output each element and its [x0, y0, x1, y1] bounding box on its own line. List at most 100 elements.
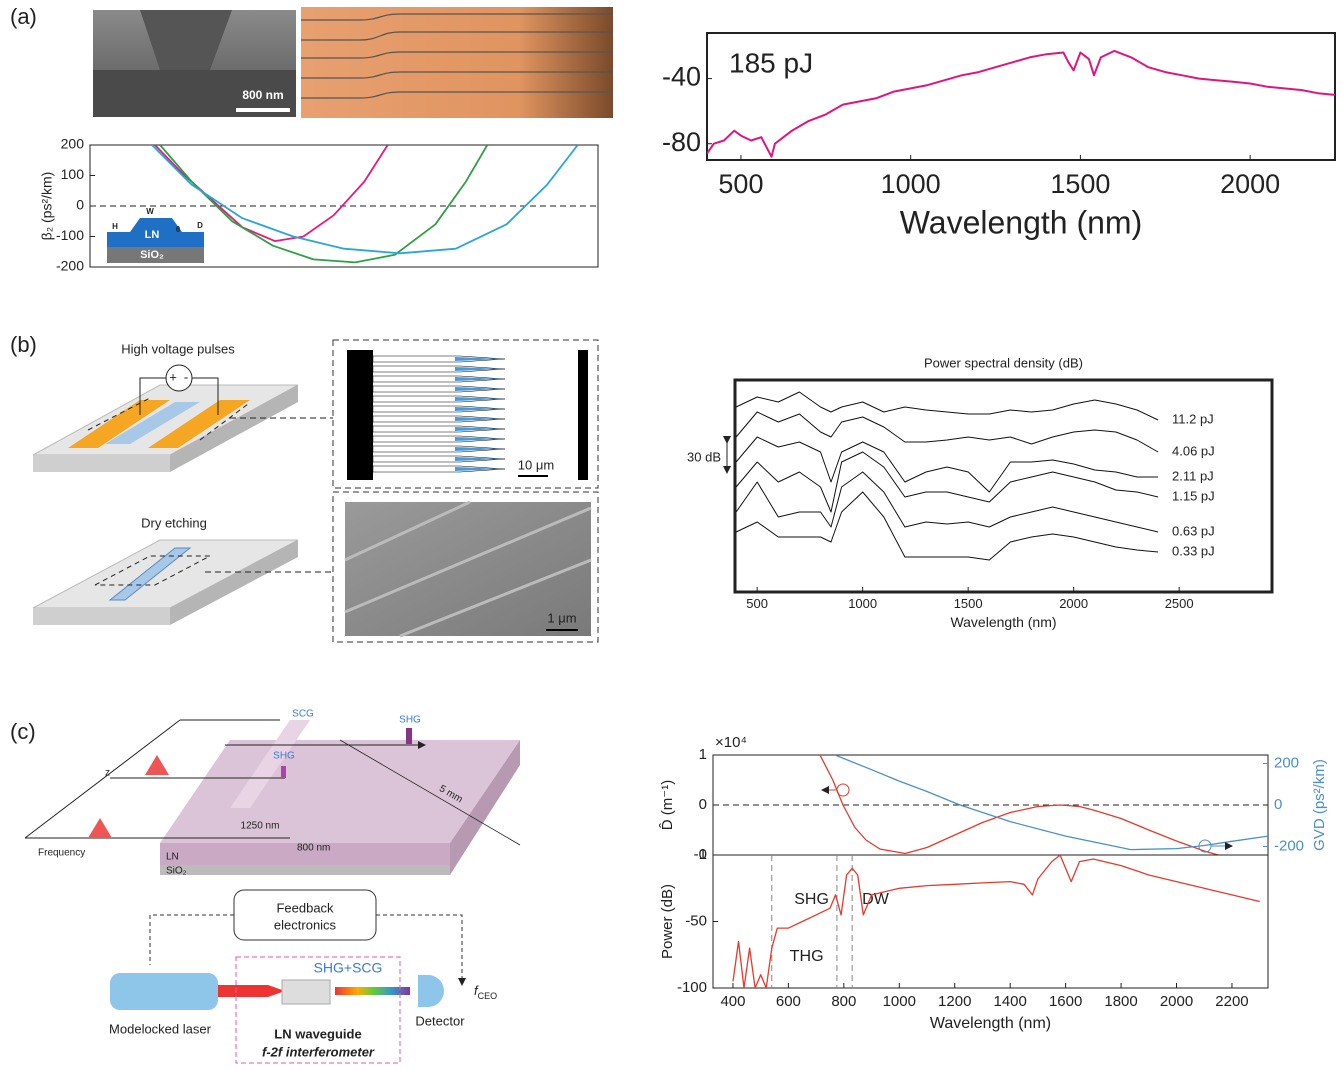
marker-label: THG: [790, 948, 824, 965]
electrode-finger: [372, 455, 506, 463]
x-tick-label: 1500: [1050, 169, 1110, 199]
inset-label: H: [112, 222, 118, 231]
diagram-label: SHG: [273, 751, 295, 762]
polarity: -: [184, 369, 188, 384]
x-tick-label: 600: [776, 993, 801, 1010]
poled-domain: [455, 437, 505, 441]
data-line: [151, 145, 579, 255]
electrode-finger: [372, 375, 506, 383]
poled-domain: [455, 407, 505, 411]
sem-image: 800 nm: [93, 10, 296, 117]
inset-label: D: [197, 221, 203, 230]
diagram-label: High voltage pulses: [121, 341, 235, 356]
diagram-label: SCG: [292, 709, 314, 720]
x-tick-label: 1600: [1049, 993, 1082, 1010]
y-tick-label: 200: [61, 136, 85, 152]
poled-domain: [455, 367, 505, 371]
inset-label: θ: [176, 225, 180, 234]
y2-tick-label: 0: [1274, 796, 1282, 813]
x-tick-label: 1800: [1104, 993, 1137, 1010]
scale-label: 10 μm: [518, 457, 554, 472]
diagram-label: SHG: [399, 715, 421, 726]
marker-label: DW: [862, 891, 890, 908]
marker-label: SHG: [794, 891, 829, 908]
x-tick-label: 800: [831, 993, 856, 1010]
poled-domain: [455, 447, 505, 451]
electrode-finger: [372, 365, 506, 373]
diagram-label: LN waveguide: [274, 1026, 361, 1041]
diagram-label: fCEO: [474, 983, 497, 1001]
inset-label: W: [146, 207, 154, 216]
y2-tick-label: 200: [1274, 754, 1299, 771]
y-tick-label: -50: [685, 912, 707, 929]
y-tick-label: 100: [61, 166, 85, 182]
data-line: [159, 145, 489, 264]
x-tick-label: 1400: [993, 993, 1026, 1010]
data-line: [834, 755, 1268, 851]
poling-image: 10 μm: [332, 339, 599, 489]
y-tick-label: -1: [694, 846, 707, 863]
data-line: [735, 451, 1159, 513]
diagram-label: Modelocked laser: [109, 1021, 212, 1036]
series-label: 2.11 pJ: [1172, 468, 1214, 483]
poled-domain: [455, 357, 505, 361]
x-axis-label: Wavelength (nm): [930, 1015, 1051, 1032]
diagram-label: 800 nm: [297, 843, 330, 854]
etching-diagram: Dry etching: [32, 515, 333, 625]
electrode-finger: [372, 395, 506, 403]
poled-domain: [455, 397, 505, 401]
diagram-label: 1250 nm: [241, 821, 280, 832]
y-tick-label: 0: [699, 846, 707, 863]
diagram-label: f-2f interferometer: [262, 1044, 375, 1059]
x-tick-label: 1200: [938, 993, 971, 1010]
electrode-finger: [372, 465, 506, 473]
diagram-label: z: [105, 768, 110, 779]
x-tick-label: 2000: [1059, 596, 1088, 611]
electrode-finger: [372, 385, 506, 393]
electrode-finger: [372, 355, 506, 363]
inset-label: LN: [145, 229, 160, 241]
data-line: [732, 855, 1260, 988]
series-label: 4.06 pJ: [1172, 443, 1215, 458]
diagram-label: LN: [166, 852, 179, 863]
diagram-label: f: [474, 983, 479, 998]
inset-substrate: [107, 247, 204, 263]
data-line: [707, 49, 1335, 158]
y-tick-label: -80: [662, 127, 701, 157]
poled-domain: [455, 387, 505, 391]
panel-label: (a): [10, 4, 37, 29]
poled-domain: [455, 427, 505, 431]
data-line: [735, 471, 1159, 533]
y-tick-label: -100: [56, 227, 84, 243]
data-line: [735, 411, 1159, 453]
y2-tick-label: -200: [1274, 837, 1304, 854]
axis-multiplier: ×10⁴: [715, 734, 747, 751]
y-tick-label: 0: [699, 796, 707, 813]
x-tick-label: 1000: [883, 993, 916, 1010]
diagram-label: SiO₂: [166, 866, 187, 877]
poled-domain: [455, 377, 505, 381]
series-label: 0.63 pJ: [1172, 523, 1215, 538]
scale-label: 800 nm: [242, 88, 283, 102]
poled-domain: [455, 417, 505, 421]
electrode-finger: [372, 405, 506, 413]
data-line: [154, 145, 389, 242]
electrode-finger: [372, 435, 506, 443]
x-tick-label: 2200: [1215, 993, 1248, 1010]
x-tick-label: 1000: [881, 169, 941, 199]
chart-annotation: 185 pJ: [729, 47, 813, 78]
y-tick-label: 0: [76, 197, 84, 213]
electrode-finger: [372, 425, 506, 433]
data-line: [735, 436, 1159, 493]
poled-domain: [455, 457, 505, 461]
diagram-label: SHG+SCG: [314, 960, 383, 976]
series-label: 1.15 pJ: [1172, 488, 1215, 503]
panel-label: (b): [10, 332, 37, 357]
x-tick-label: 500: [746, 596, 768, 611]
x-axis-label: Wavelength (nm): [900, 204, 1142, 240]
diagram-label: Frequency: [38, 848, 85, 859]
y-tick-label: -200: [56, 258, 84, 274]
polarity: +: [169, 369, 177, 384]
series-label: 11.2 pJ: [1172, 411, 1214, 426]
